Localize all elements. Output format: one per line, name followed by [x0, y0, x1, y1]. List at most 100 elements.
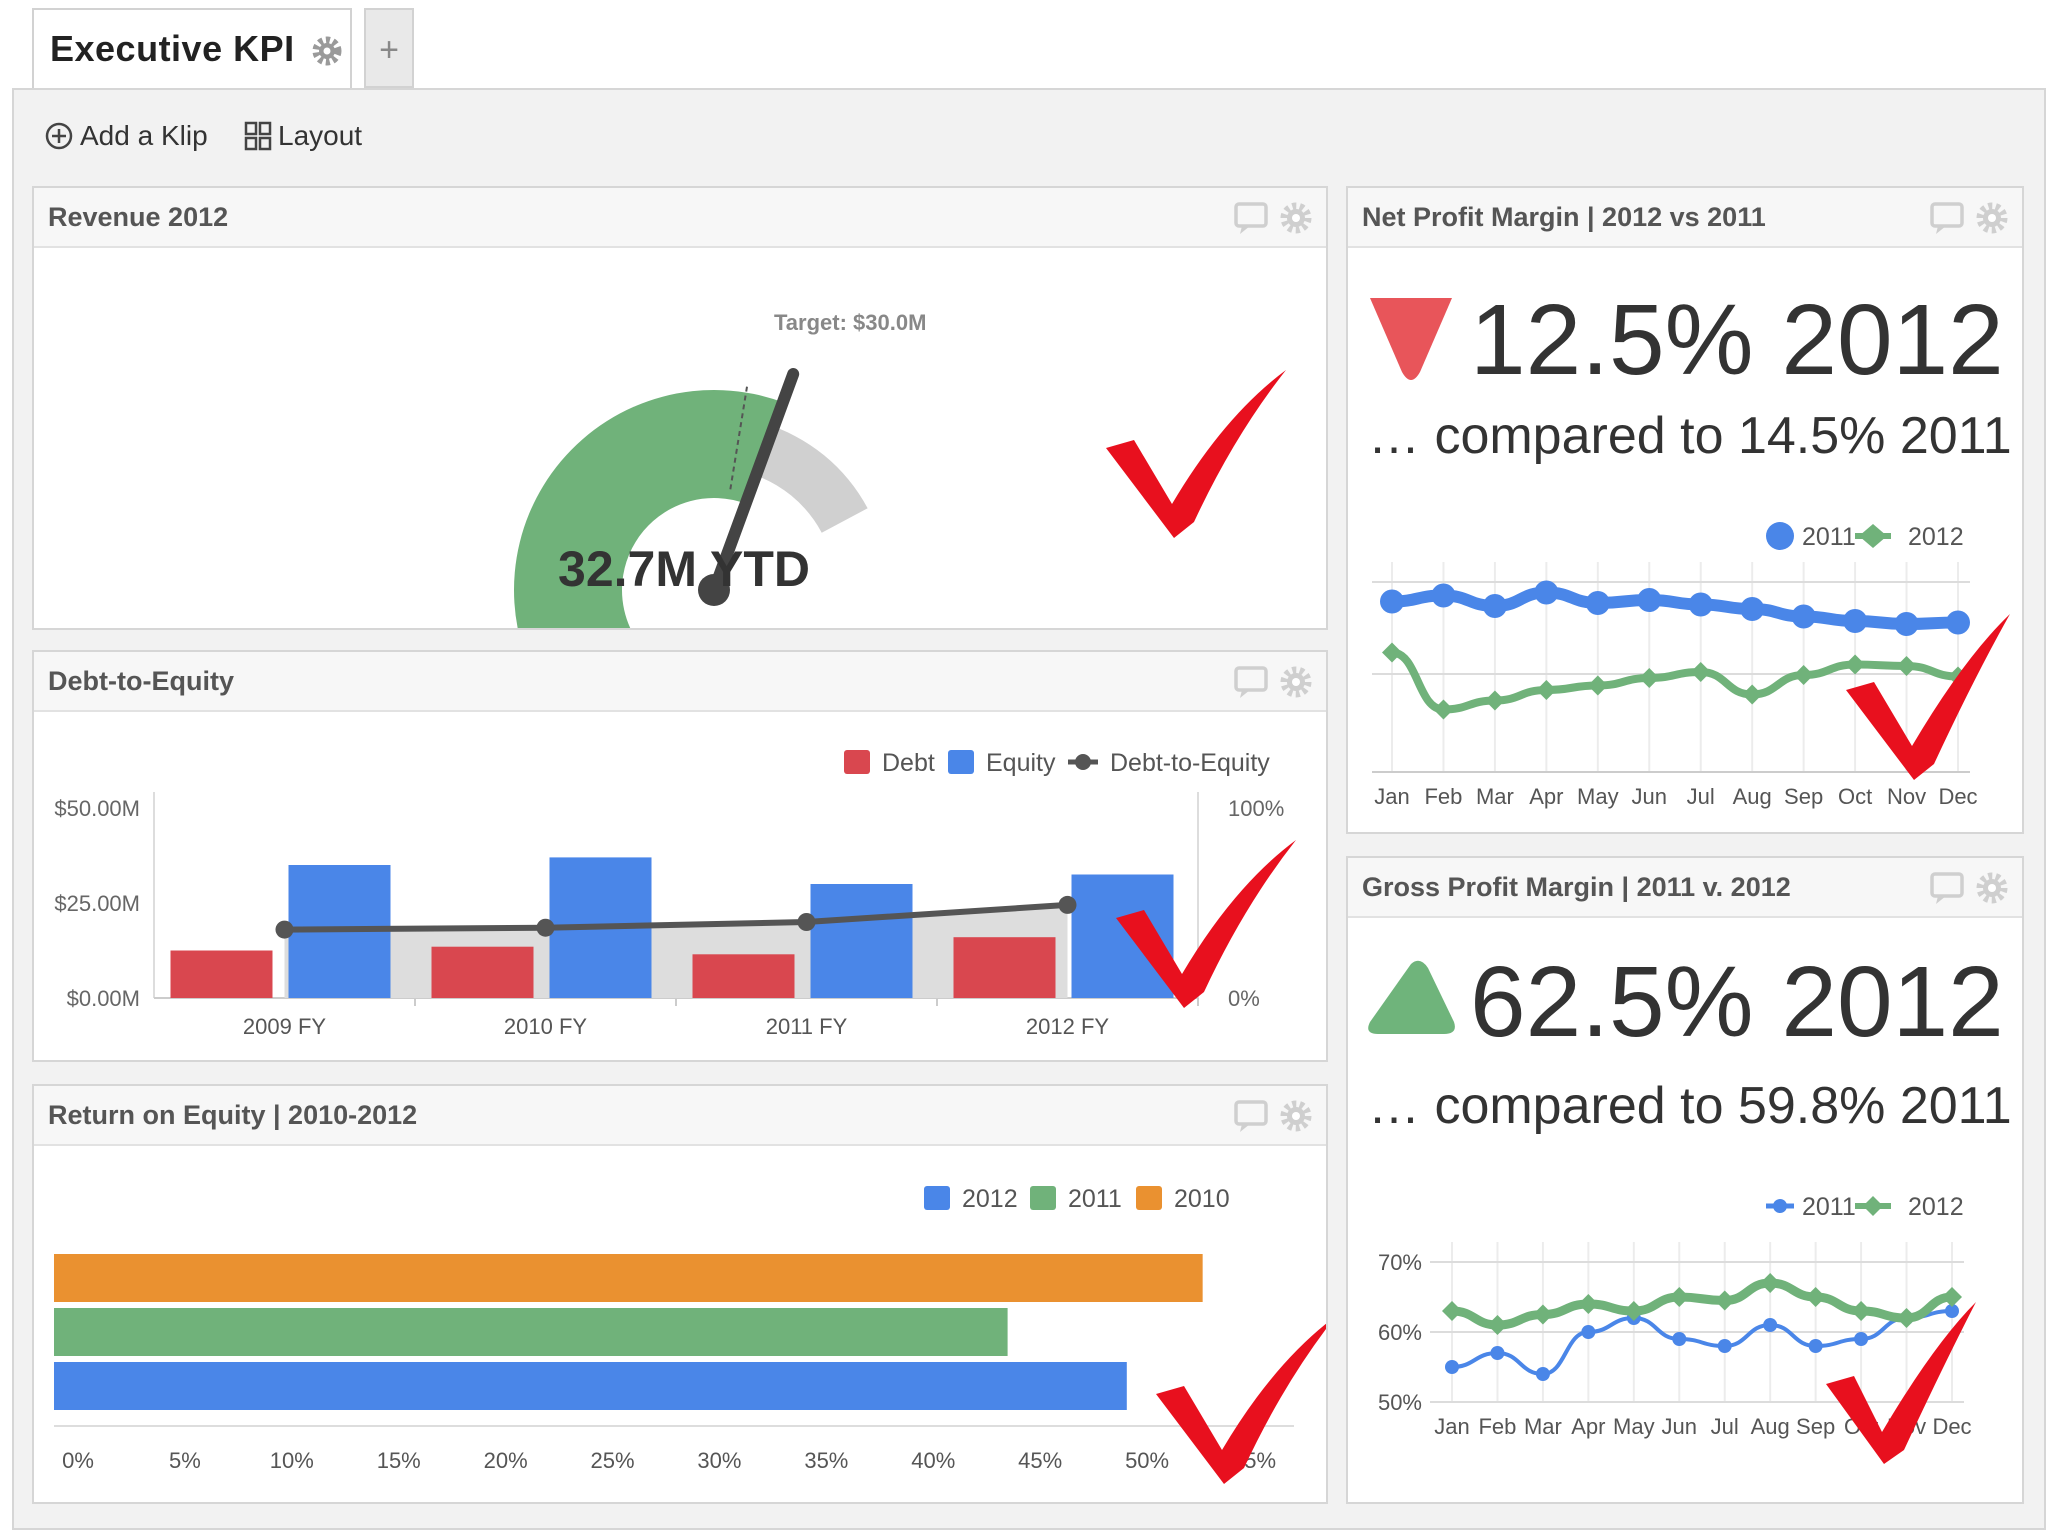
point-2012: [1536, 680, 1557, 700]
layout-button[interactable]: Layout: [244, 120, 362, 152]
tab-executive-kpi[interactable]: Executive KPI: [32, 8, 352, 92]
x-tick-label: Sep: [1784, 784, 1823, 809]
x-tick-label: 2011 FY: [766, 1014, 848, 1039]
chart-plot-area: Jan Feb Mar Apr May Jun Jul Aug Sep Oct Nov Dec: [1372, 562, 1978, 809]
point-2012: [1487, 1315, 1508, 1335]
comment-icon[interactable]: [1234, 202, 1268, 234]
point-2012: [1845, 654, 1866, 675]
legend-label-2011: 2011: [1068, 1185, 1122, 1213]
npm-compare: … compared to 14.5% 2011: [1368, 407, 2012, 465]
point-2012: [1942, 1287, 1962, 1307]
x-tick-label: 0%: [62, 1448, 94, 1473]
legend-label-2012: 2012: [1908, 523, 1964, 551]
debt-equity-chart: Debt Equity Debt-to-Equity $50.00M $25.00…: [54, 749, 1296, 1039]
point-2011: [1490, 1346, 1505, 1360]
debt-bar: [692, 954, 795, 998]
point-2012: [1669, 1287, 1690, 1307]
gear-icon[interactable]: [1280, 202, 1312, 234]
panel-header: Revenue 2012: [34, 188, 1326, 248]
npm-headline: 12.5% 2012: [1470, 284, 2004, 396]
point-2011: [1482, 594, 1507, 618]
point-2012: [1805, 1287, 1826, 1307]
gear-icon[interactable]: [310, 34, 344, 68]
layout-label: Layout: [278, 120, 363, 151]
gpm-panel: Gross Profit Margin | 2011 v. 2012 62.5%…: [1346, 856, 2024, 1504]
ratio-point: [536, 918, 555, 937]
x-tick-label: 50%: [1125, 1448, 1169, 1473]
point-2011: [1740, 597, 1765, 621]
x-tick-label: Apr: [1529, 784, 1563, 809]
point-2012: [1760, 1273, 1781, 1293]
x-tick-label: May: [1577, 784, 1619, 809]
point-2011: [1946, 610, 1970, 635]
x-tick-label: 35%: [804, 1448, 848, 1473]
gear-icon[interactable]: [1280, 1100, 1312, 1132]
legend-label-2012: 2012: [962, 1185, 1018, 1213]
x-tick-label: 15%: [377, 1448, 421, 1473]
checkmark-icon: [1846, 614, 2010, 780]
x-tick-label: Oct: [1838, 784, 1872, 809]
x-tick-label: 2010 FY: [504, 1014, 587, 1039]
point-2011: [1688, 592, 1713, 617]
layout-grid-icon: [244, 121, 272, 151]
legend-label-2010: 2010: [1174, 1185, 1230, 1213]
point-2011: [1894, 612, 1919, 636]
point-2011: [1445, 1360, 1459, 1374]
point-2012: [1623, 1301, 1644, 1321]
panel-title: Revenue 2012: [48, 202, 229, 232]
gauge-remaining-arc: [748, 423, 868, 533]
point-2011: [1581, 1325, 1596, 1339]
debt-bar: [170, 950, 273, 998]
checkmark-icon: [1156, 1323, 1326, 1484]
trend-down-arrow-icon: [1370, 298, 1452, 380]
gauge-needle: [708, 368, 800, 596]
gear-icon[interactable]: [1280, 666, 1312, 698]
chart-legend: Debt Equity Debt-to-Equity: [844, 749, 1270, 777]
comment-icon[interactable]: [1930, 202, 1964, 234]
x-tick-label: Jul: [1711, 1414, 1739, 1439]
ratio-area: [284, 904, 1068, 998]
panel-title: Return on Equity | 2010-2012: [48, 1100, 418, 1130]
x-tick-label: 20%: [484, 1448, 528, 1473]
y2-tick-label: 0%: [1228, 986, 1260, 1011]
point-2011: [1534, 580, 1559, 605]
point-2012: [1793, 665, 1814, 685]
comment-icon[interactable]: [1234, 1100, 1268, 1132]
x-tick-label: Mar: [1476, 784, 1514, 809]
add-klip-button[interactable]: Add a Klip: [44, 120, 208, 152]
point-2012: [1742, 684, 1763, 705]
legend-swatch-2011: [1030, 1186, 1056, 1210]
npm-chart: 12.5% 2012 … compared to 14.5% 2011 2011…: [1368, 284, 2012, 809]
x-tick-label: Aug: [1751, 1414, 1790, 1439]
legend-label-2011: 2011: [1802, 1193, 1856, 1221]
roe-bar-2012: [54, 1362, 1127, 1410]
point-2012: [1587, 675, 1608, 696]
gear-icon[interactable]: [1976, 872, 2008, 904]
y-tick-label: 70%: [1378, 1250, 1422, 1275]
revenue-panel: Revenue 2012 Target: $30.0M 32.7M YTD: [32, 186, 1328, 630]
comment-icon[interactable]: [1930, 872, 1964, 904]
x-tick-label: Aug: [1733, 784, 1772, 809]
panel-header: Net Profit Margin | 2012 vs 2011: [1348, 188, 2022, 248]
x-tick-label: Jun: [1632, 784, 1667, 809]
chart-legend: 2011 2012: [1766, 1193, 1964, 1221]
chart-legend: 2012 2011 2010: [924, 1185, 1230, 1213]
gear-icon[interactable]: [1976, 202, 2008, 234]
comment-icon[interactable]: [1234, 666, 1268, 698]
y-tick-label: 50%: [1378, 1390, 1422, 1415]
x-tick-label: 2009 FY: [243, 1014, 326, 1039]
x-tick-label: 10%: [270, 1448, 314, 1473]
x-tick-label: Dec: [1932, 1414, 1971, 1439]
point-2011: [1945, 1304, 1959, 1318]
add-klip-label: Add a Klip: [80, 120, 208, 151]
add-tab-button[interactable]: +: [364, 8, 414, 88]
legend-swatch-2010: [1136, 1186, 1162, 1210]
add-circle-icon: [45, 122, 73, 150]
series-line-2011: [1391, 586, 1959, 631]
panel-header: Gross Profit Margin | 2011 v. 2012: [1348, 858, 2022, 918]
point-2012: [1714, 1290, 1735, 1311]
point-2012: [1484, 690, 1505, 711]
x-tick-label: Dec: [1938, 784, 1977, 809]
panel-actions: [1234, 202, 1312, 234]
y-tick-label: $25.00M: [54, 891, 140, 916]
